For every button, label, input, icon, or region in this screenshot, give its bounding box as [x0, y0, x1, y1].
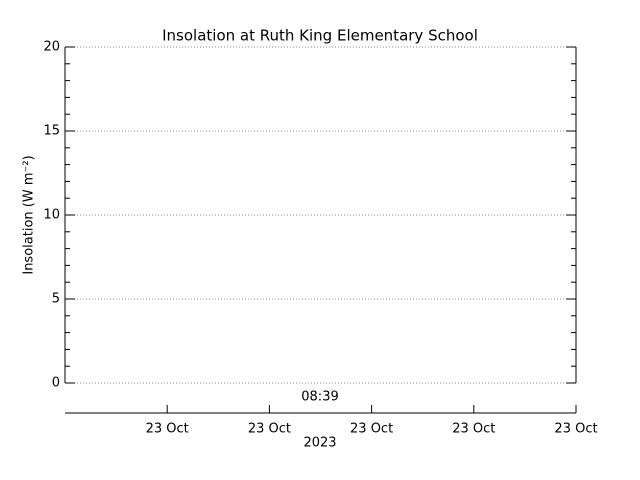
- x-axis-label: 2023: [303, 436, 336, 451]
- date-tick-label: 23 Oct: [554, 422, 597, 437]
- date-tick-label: 23 Oct: [248, 422, 291, 437]
- y-tick-label: 10: [43, 208, 60, 223]
- chart-title: Insolation at Ruth King Elementary Schoo…: [162, 27, 478, 45]
- y-tick-label: 15: [43, 124, 60, 139]
- date-tick-label: 23 Oct: [452, 422, 495, 437]
- y-tick-label: 5: [52, 292, 60, 307]
- date-tick-label: 23 Oct: [350, 422, 393, 437]
- y-tick-label: 0: [52, 376, 60, 391]
- time-annotation: 08:39: [301, 390, 338, 405]
- date-tick-label: 23 Oct: [146, 422, 189, 437]
- y-axis-label: Insolation (W m⁻²): [22, 155, 37, 274]
- y-tick-label: 20: [43, 40, 60, 55]
